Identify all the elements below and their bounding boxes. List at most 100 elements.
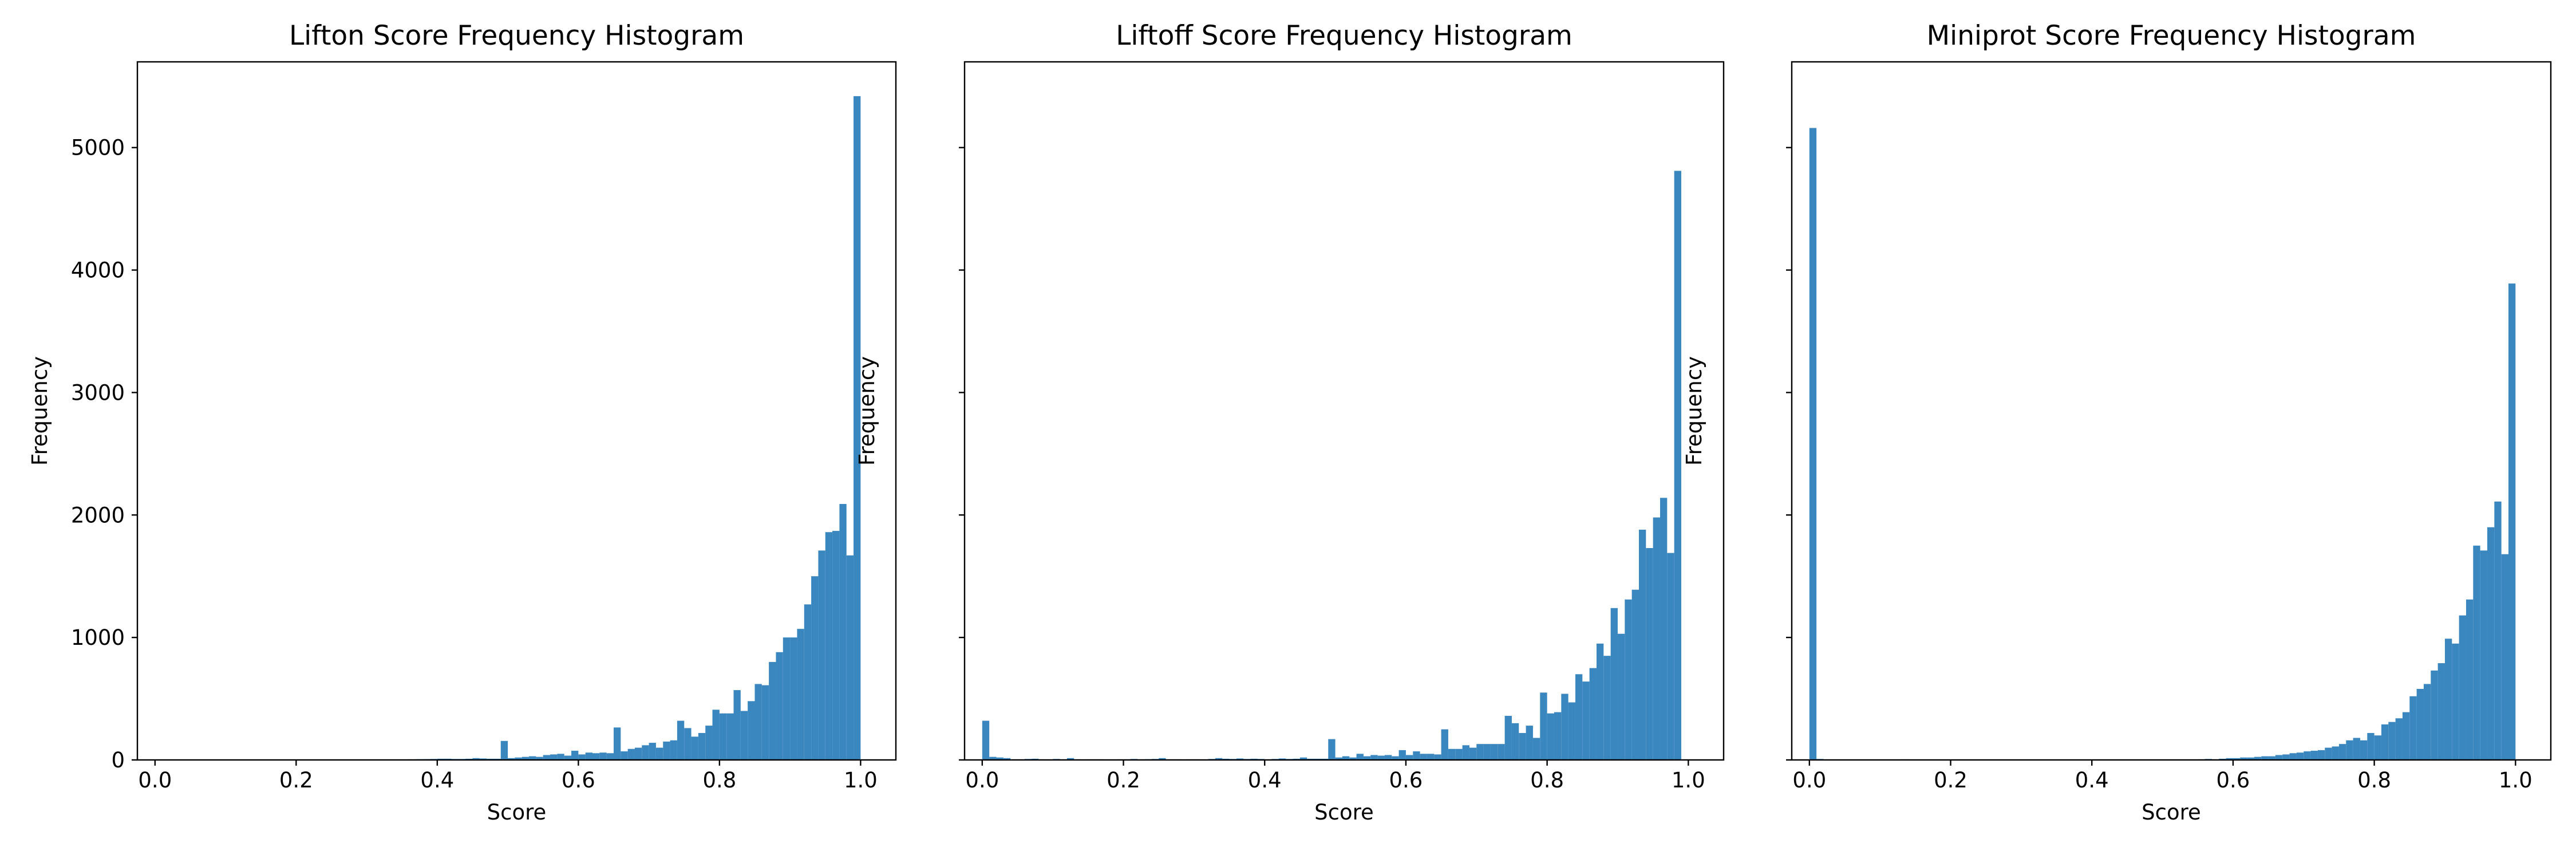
chart-1-bar (1504, 716, 1512, 760)
chart-2-bar (2226, 758, 2233, 760)
chart-0-bar (797, 629, 804, 760)
chart-1-bar (1638, 529, 1646, 760)
chart-0-ytick-label: 5000 (71, 136, 125, 160)
chart-1-bar (1299, 757, 1307, 760)
chart-2-bar (2402, 712, 2410, 760)
chart-0-bar (536, 756, 543, 760)
chart-2-bar (2317, 750, 2325, 760)
chart-1-bar (1625, 599, 1632, 760)
chart-2-xtick-label: 0.4 (2075, 768, 2109, 793)
chart-1-bar (1575, 674, 1583, 760)
chart-1-bar (982, 720, 990, 760)
chart-2-title: Miniprot Score Frequency Histogram (1927, 20, 2416, 52)
chart-1-xtick-label: 1.0 (1672, 768, 1705, 793)
chart-0-bar (839, 504, 847, 760)
chart-1-bar (1159, 758, 1166, 760)
chart-2-bar (2459, 615, 2466, 760)
chart-0-xlabel: Score (487, 800, 547, 825)
chart-0-plot-frame (136, 61, 897, 761)
chart-2-bar (2275, 755, 2283, 760)
chart-1-bar (1420, 754, 1427, 760)
chart-2-bar (2332, 746, 2339, 760)
chart-2-bar (1809, 128, 1817, 761)
chart-2-bar (2388, 722, 2396, 760)
chart-2-bar (2338, 744, 2346, 760)
chart-0-bar (472, 758, 480, 760)
chart-2-xlabel: Score (2142, 800, 2201, 825)
chart-2-bar (2452, 643, 2459, 760)
chart-1-bar (1483, 744, 1491, 760)
chart-2-bar (2240, 757, 2247, 760)
chart-2-bar (2431, 670, 2438, 760)
chart-2-bar (2381, 724, 2389, 760)
chart-1-xtick-label: 0.0 (965, 768, 999, 793)
chart-2-xtick-label: 0.6 (2217, 768, 2250, 793)
chart-0-bar (621, 751, 628, 760)
chart-0-bar (529, 756, 536, 760)
chart-2-bar (2466, 599, 2474, 760)
chart-1-bar (1441, 729, 1448, 760)
chart-1-bar (1370, 755, 1378, 760)
chart-1-bar (1653, 517, 1660, 760)
chart-1-bar (1526, 726, 1533, 760)
chart-0-bar (811, 576, 819, 760)
chart-0-ylabel: Frequency (27, 356, 52, 466)
chart-1-xlabel: Score (1314, 800, 1374, 825)
chart-0-ytick-label: 4000 (71, 258, 125, 283)
chart-2-bar (2346, 740, 2353, 760)
chart-1-bar (1631, 589, 1639, 760)
chart-2-bar (2487, 527, 2495, 760)
chart-2-bar (2437, 663, 2445, 760)
chart-0-xtick-label: 0.6 (562, 768, 595, 793)
chart-1-bar (1455, 748, 1463, 760)
chart-0-bar (515, 757, 522, 760)
chart-1-bar (1540, 692, 1547, 760)
chart-1-bar (1498, 744, 1505, 760)
chart-1-bar (1236, 758, 1244, 760)
chart-1-bar (1568, 702, 1575, 760)
chart-0-bar (613, 727, 621, 760)
chart-2-plot-frame (1791, 61, 2552, 761)
chart-0-bar (670, 740, 677, 760)
chart-0-bar (769, 661, 776, 760)
chart-0-bar (733, 690, 741, 760)
chart-0-bar (705, 726, 713, 760)
chart-0-bar (790, 637, 797, 760)
chart-0-bar (698, 732, 706, 760)
chart-1-bar (1603, 656, 1611, 760)
chart-0-bar (479, 758, 487, 760)
chart-0-xtick-label: 0.8 (702, 768, 736, 793)
chart-2-ylabel: Frequency (1682, 356, 1706, 466)
chart-2-bar (2268, 756, 2275, 760)
chart-1-bar (1377, 755, 1385, 760)
chart-1-bar (1610, 608, 1618, 760)
chart-2-bar (2444, 639, 2452, 760)
chart-0-ytick-label: 3000 (71, 380, 125, 405)
chart-0-bar (663, 741, 670, 760)
chart-0-bar (825, 532, 833, 760)
chart-1-xtick-label: 0.4 (1248, 768, 1282, 793)
chart-1-bar (1003, 758, 1011, 760)
chart-1-bar (1667, 553, 1674, 760)
chart-0-bar (543, 755, 551, 760)
chart-0-bar (642, 745, 649, 760)
chart-1-bar (989, 756, 997, 760)
chart-2-bar (2310, 750, 2318, 760)
chart-2-xtick-label: 0.0 (1792, 768, 1826, 793)
chart-1-bar (1342, 756, 1350, 760)
chart-0-bar (783, 637, 791, 760)
chart-0-bar (592, 753, 600, 760)
chart-0-bar (677, 720, 685, 760)
chart-2-bar (2395, 718, 2403, 760)
chart-2-bar (2508, 283, 2516, 761)
chart-1-ylabel: Frequency (855, 356, 879, 466)
chart-2-bar (2325, 747, 2332, 760)
chart-0-bar (846, 555, 854, 760)
chart-1-xtick-label: 0.8 (1530, 768, 1564, 793)
chart-1-bar (1554, 712, 1562, 760)
chart-1-bar (1356, 754, 1364, 760)
chart-0-bar (854, 96, 861, 760)
chart-2-xtick-label: 0.2 (1934, 768, 1967, 793)
chart-2-bar (2473, 545, 2480, 760)
